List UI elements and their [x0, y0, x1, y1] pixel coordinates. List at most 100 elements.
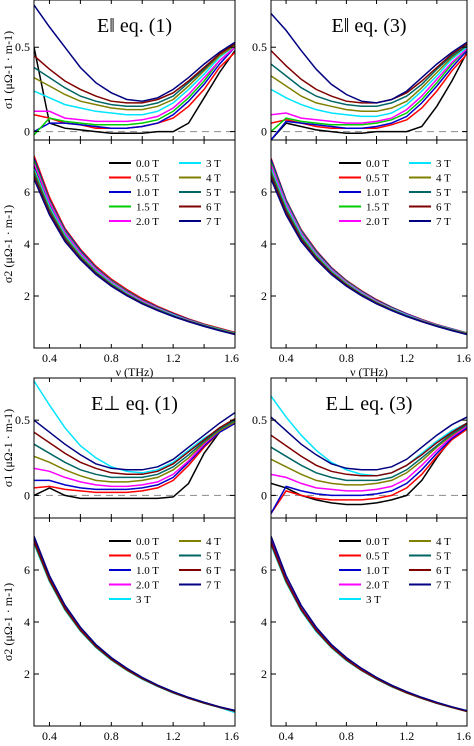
series-line-0-0-t — [34, 422, 235, 500]
series-line-3-t — [34, 543, 235, 714]
legend-label: 1.0 T — [136, 565, 159, 577]
y-axis-label: σ2 (μΩ-1 · m-1) — [1, 205, 15, 283]
series-line-6-t — [34, 43, 235, 104]
legend-label: 5 T — [436, 187, 451, 199]
series-line-0-0-t — [34, 538, 235, 712]
legend-label: 0.5 T — [366, 173, 389, 185]
series-line-2-0-t — [34, 163, 235, 335]
chart-title: E‖ eq. (1) — [97, 15, 172, 37]
legend-label: 2.0 T — [136, 580, 159, 592]
series-line-0-0-t — [34, 165, 235, 335]
series-line-5-t — [34, 43, 235, 108]
y-tick-label: 6 — [24, 185, 30, 199]
chart-panel-7 — [270, 517, 468, 727]
x-tick-label: 1.6 — [456, 729, 471, 743]
axes-frame — [270, 517, 468, 727]
y-tick-label: 4 — [24, 237, 30, 251]
legend-label: 6 T — [206, 202, 221, 214]
series-line-0-5-t — [34, 537, 235, 712]
chart-title: E⊥ eq. (1) — [91, 393, 178, 415]
series-group — [34, 4, 235, 136]
legend-label: 4 T — [206, 536, 221, 548]
y-tick-label: 6 — [261, 563, 267, 577]
y-tick-label: 2 — [24, 289, 30, 303]
legend-label: 7 T — [206, 216, 221, 228]
legend-label: 0.5 T — [366, 551, 389, 563]
series-line-7-t — [34, 178, 235, 336]
series-line-1-0-t — [271, 50, 467, 140]
y-tick-label: 0 — [24, 488, 30, 502]
series-line-1-5-t — [34, 46, 235, 136]
series-line-1-0-t — [34, 539, 235, 712]
x-tick-label: 0.8 — [104, 729, 119, 743]
legend-label: 3 T — [366, 594, 381, 606]
legend-label: 1.0 T — [366, 187, 389, 199]
series-line-6-t — [271, 422, 467, 477]
series-line-4-t — [34, 170, 235, 335]
y-tick-label: 0.5 — [15, 413, 30, 427]
chart-panel-6 — [33, 517, 236, 727]
series-line-6-t — [271, 542, 467, 713]
series-line-4-t — [271, 424, 467, 486]
series-line-7-t — [34, 535, 235, 712]
legend-label: 7 T — [436, 580, 451, 592]
axes-frame — [33, 139, 236, 349]
legend-label: 0.0 T — [136, 158, 159, 170]
series-line-6-t — [271, 175, 467, 335]
series-line-7-t — [271, 416, 467, 471]
y-tick-label: 4 — [261, 615, 267, 629]
series-group — [34, 380, 235, 500]
x-tick-label: 0.4 — [42, 729, 57, 743]
series-line-6-t — [34, 417, 235, 476]
y-tick-label: 0 — [24, 125, 30, 139]
legend-label: 5 T — [436, 551, 451, 563]
legend-label: 0.0 T — [366, 158, 389, 170]
series-line-2-0-t — [271, 48, 467, 124]
series-group — [34, 155, 235, 336]
legend-label: 2.0 T — [136, 216, 159, 228]
chart-panel-4 — [33, 377, 236, 519]
legend-label: 6 T — [206, 565, 221, 577]
legend-label: 6 T — [436, 565, 451, 577]
series-line-0-0-t — [34, 47, 235, 135]
legend-label: 2.0 T — [366, 216, 389, 228]
x-axis-label: ν (THz) — [116, 365, 154, 379]
legend-label: 1.0 T — [366, 565, 389, 577]
x-tick-label: 1.6 — [224, 351, 239, 365]
x-tick-label: 1.2 — [399, 351, 414, 365]
legend-label: 1.5 T — [136, 202, 159, 214]
y-tick-label: 0 — [261, 488, 267, 502]
y-axis-label: σ2 (μΩ-1 · m-1) — [1, 583, 15, 661]
series-line-1-5-t — [271, 48, 467, 133]
series-group — [34, 535, 235, 714]
y-tick-label: 0.5 — [252, 40, 267, 54]
series-line-6-t — [34, 540, 235, 712]
series-line-7-t — [34, 4, 235, 102]
series-group — [271, 535, 467, 713]
x-tick-label: 0.4 — [279, 729, 294, 743]
series-line-5-t — [271, 424, 467, 482]
x-tick-label: 0.4 — [279, 351, 294, 365]
y-tick-label: 4 — [24, 615, 30, 629]
series-line-2-0-t — [34, 421, 235, 488]
series-line-7-t — [271, 535, 467, 712]
series-line-1-0-t — [34, 422, 235, 491]
y-tick-label: 0.5 — [252, 413, 267, 427]
series-group — [271, 157, 467, 336]
legend-label: 5 T — [206, 187, 221, 199]
legend-label: 4 T — [436, 173, 451, 185]
x-tick-label: 0.8 — [339, 351, 354, 365]
chart-title: E‖ eq. (3) — [331, 15, 406, 37]
y-tick-label: 4 — [261, 237, 267, 251]
x-tick-label: 0.8 — [339, 729, 354, 743]
series-line-5-t — [34, 173, 235, 335]
x-axis-label: ν (THz) — [350, 743, 388, 746]
series-line-5-t — [271, 44, 467, 108]
axes-frame — [33, 517, 236, 727]
x-tick-label: 1.2 — [166, 351, 181, 365]
y-tick-label: 6 — [24, 563, 30, 577]
legend-label: 7 T — [436, 216, 451, 228]
legend-label: 7 T — [206, 580, 221, 592]
series-line-0-5-t — [34, 422, 235, 494]
